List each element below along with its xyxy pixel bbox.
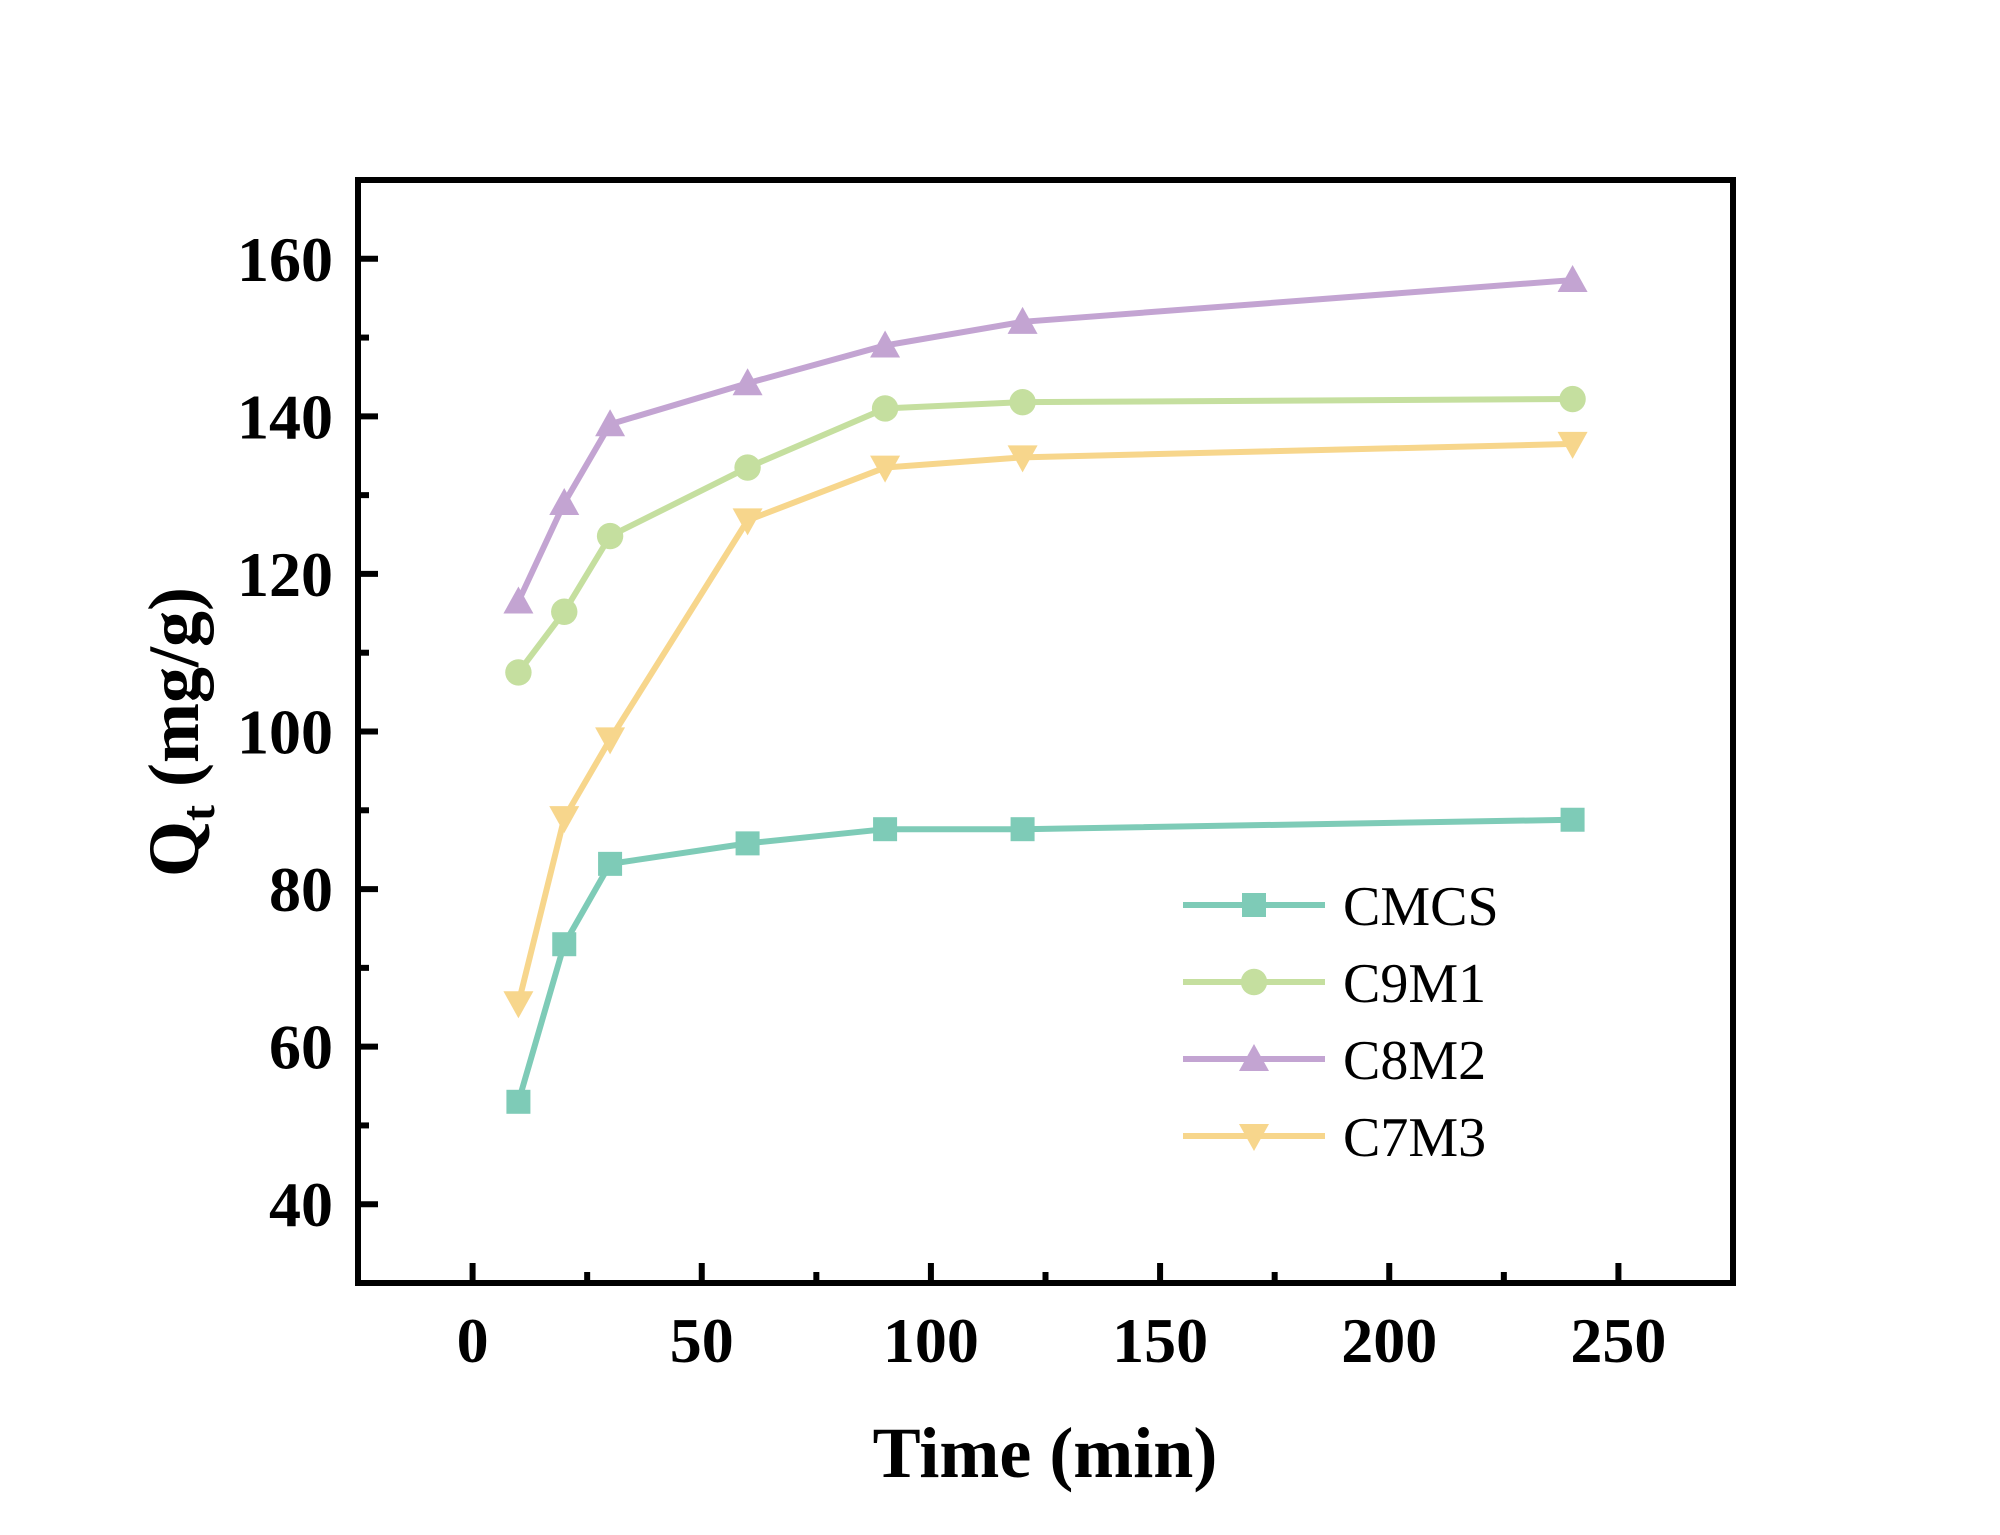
data-point-c9m1 bbox=[505, 659, 532, 686]
data-point-c9m1 bbox=[1559, 385, 1586, 413]
data-point-c7m3 bbox=[595, 727, 626, 755]
data-point-cmcs bbox=[552, 932, 577, 957]
data-point-c9m1 bbox=[871, 395, 899, 422]
data-point-c7m3 bbox=[1557, 431, 1588, 459]
plot-frame bbox=[355, 177, 1736, 1286]
data-point-c9m1 bbox=[551, 598, 578, 625]
legend-marker-cmcs bbox=[1242, 893, 1266, 917]
legend-item-c7m3: C7M3 bbox=[1183, 1107, 1486, 1169]
series-layer bbox=[503, 265, 1588, 1114]
y-tick-label: 40 bbox=[269, 1169, 333, 1240]
y-tick-label: 80 bbox=[269, 854, 333, 925]
data-point-c9m1 bbox=[596, 522, 624, 550]
legend-label-c7m3: C7M3 bbox=[1343, 1107, 1486, 1169]
legend-label-c9m1: C9M1 bbox=[1343, 953, 1486, 1015]
legend-marker-c7m3 bbox=[1239, 1124, 1269, 1151]
data-point-c8m2 bbox=[503, 586, 534, 614]
series-c7m3 bbox=[503, 431, 1588, 1019]
data-point-c9m1 bbox=[734, 454, 761, 481]
data-point-cmcs bbox=[598, 851, 623, 876]
y-axis-title-subscript: t bbox=[172, 805, 225, 821]
y-tick-label: 160 bbox=[237, 224, 333, 295]
data-point-c7m3 bbox=[870, 455, 901, 483]
data-point-cmcs bbox=[506, 1089, 531, 1114]
data-point-c7m3 bbox=[503, 991, 534, 1019]
x-tick-label: 200 bbox=[1341, 1305, 1437, 1376]
data-point-c9m1 bbox=[1009, 388, 1036, 416]
data-point-c8m2 bbox=[1007, 306, 1038, 334]
legend-item-cmcs: CMCS bbox=[1183, 876, 1499, 938]
x-tick-label: 100 bbox=[883, 1305, 979, 1376]
y-tick-label: 100 bbox=[237, 697, 333, 768]
data-point-c7m3 bbox=[549, 806, 580, 834]
x-tick-label: 0 bbox=[457, 1305, 489, 1376]
y-tick-label: 140 bbox=[237, 381, 333, 452]
series-cmcs bbox=[506, 807, 1585, 1114]
series-c9m1 bbox=[505, 385, 1586, 686]
data-point-cmcs bbox=[1010, 817, 1035, 842]
x-tick-label: 250 bbox=[1570, 1305, 1666, 1376]
data-point-c8m2 bbox=[870, 330, 901, 358]
x-axis-title: Time (min) bbox=[873, 1413, 1218, 1493]
x-tick-label: 150 bbox=[1112, 1305, 1208, 1376]
data-point-c7m3 bbox=[1007, 445, 1038, 473]
data-point-cmcs bbox=[873, 817, 898, 842]
legend-item-c9m1: C9M1 bbox=[1183, 953, 1486, 1015]
legend: CMCS C9M1 C8M2 C7M3 bbox=[1183, 876, 1499, 1169]
data-point-c7m3 bbox=[732, 508, 763, 536]
legend-marker-c9m1 bbox=[1240, 968, 1268, 996]
data-point-c8m2 bbox=[549, 488, 580, 516]
x-tick-label: 50 bbox=[670, 1305, 734, 1376]
legend-label-cmcs: CMCS bbox=[1343, 876, 1499, 938]
data-point-c8m2 bbox=[1557, 265, 1588, 293]
legend-marker-c8m2 bbox=[1239, 1044, 1269, 1071]
tick-labels: 0 50 100 150 200 250 40 60 80 100 120 140 160 bbox=[237, 224, 1666, 1376]
y-tick-label: 60 bbox=[269, 1012, 333, 1083]
series-line-c8m2 bbox=[515, 277, 1573, 603]
data-point-cmcs bbox=[1560, 807, 1585, 832]
data-point-cmcs bbox=[735, 831, 760, 856]
y-axis-title-unit: (mg/g) bbox=[134, 587, 214, 805]
legend-label-c8m2: C8M2 bbox=[1343, 1030, 1486, 1092]
legend-item-c8m2: C8M2 bbox=[1183, 1030, 1486, 1092]
data-point-c8m2 bbox=[732, 368, 763, 396]
y-tick-label: 120 bbox=[237, 539, 333, 610]
series-c8m2 bbox=[503, 265, 1588, 614]
data-point-c8m2 bbox=[595, 409, 626, 437]
y-axis-title: Qt (mg/g) bbox=[134, 587, 225, 877]
y-axis-title-main: Q bbox=[134, 821, 214, 877]
